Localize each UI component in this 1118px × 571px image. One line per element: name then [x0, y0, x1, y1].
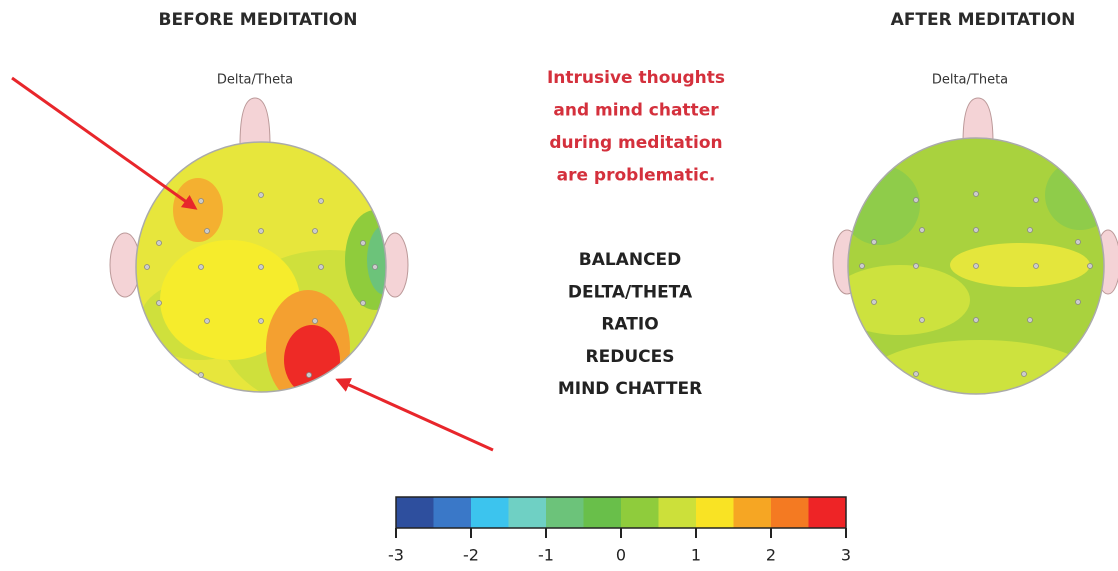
colorbar-segment	[433, 497, 472, 528]
electrode	[913, 263, 919, 269]
electrode	[156, 240, 162, 246]
tick-label: -1	[538, 546, 554, 565]
tick-label: 3	[841, 546, 851, 565]
electrode	[258, 228, 264, 234]
electrode	[1033, 263, 1039, 269]
electrode	[204, 318, 210, 324]
message-line: MIND CHATTER	[558, 379, 702, 399]
electrode	[204, 228, 210, 234]
electrode	[360, 300, 366, 306]
message-line: DELTA/THETA	[568, 282, 693, 302]
colorbar-segment	[696, 497, 734, 528]
electrode	[919, 317, 925, 323]
colorbar-segment	[771, 497, 809, 528]
colorbar-segment	[658, 497, 697, 528]
electrode	[198, 264, 204, 270]
colorbar-segment	[583, 497, 622, 528]
electrode	[913, 371, 919, 377]
message: BALANCED DELTA/THETA RATIO REDUCES MIND CHAT…	[558, 250, 702, 399]
note-line: and mind chatter	[553, 101, 719, 121]
electrode	[318, 198, 324, 204]
electrode	[198, 372, 204, 378]
electrode	[973, 227, 979, 233]
right-head	[832, 97, 1118, 395]
electrode	[973, 263, 979, 269]
electrode	[913, 197, 919, 203]
electrode	[306, 372, 312, 378]
electrode	[1075, 239, 1081, 245]
note-line: are problematic.	[557, 166, 716, 186]
message-line: RATIO	[601, 315, 658, 335]
colorbar-segment	[546, 497, 584, 528]
colorbar-segment	[733, 497, 772, 528]
tick-label: 2	[766, 546, 776, 565]
left-title: BEFORE MEDITATION	[159, 10, 358, 30]
electrode	[312, 318, 318, 324]
note-line: during meditation	[549, 133, 722, 153]
electrode	[318, 264, 324, 270]
electrode	[258, 192, 264, 198]
electrode	[1075, 299, 1081, 305]
left-label: Delta/Theta	[217, 73, 293, 88]
colorbar-segment	[621, 497, 659, 528]
colorbar: -3 -2 -1 0 1 2 3	[388, 496, 851, 565]
electrode	[973, 317, 979, 323]
electrode	[859, 263, 865, 269]
electrode	[258, 318, 264, 324]
electrode	[1021, 371, 1027, 377]
colorbar-segment	[508, 497, 547, 528]
electrode	[973, 191, 979, 197]
electrode	[198, 198, 204, 204]
electrode	[1033, 197, 1039, 203]
colorbar-segment	[396, 497, 434, 528]
electrode	[372, 264, 378, 270]
electrode	[360, 240, 366, 246]
tick-label: -3	[388, 546, 404, 565]
electrode	[156, 300, 162, 306]
note: Intrusive thoughts and mind chatter during…	[547, 68, 725, 186]
electrodes	[144, 191, 1093, 378]
tick-label: 0	[616, 546, 626, 565]
arrow	[11, 76, 198, 210]
right-label: Delta/Theta	[932, 73, 1008, 88]
message-line: BALANCED	[579, 250, 682, 270]
tick-label: 1	[691, 546, 701, 565]
message-line: REDUCES	[586, 347, 675, 367]
electrode	[871, 299, 877, 305]
electrode	[1027, 317, 1033, 323]
right-title: AFTER MEDITATION	[891, 10, 1076, 30]
electrode	[919, 227, 925, 233]
electrode	[1087, 263, 1093, 269]
colorbar-segment	[471, 497, 509, 528]
electrode	[144, 264, 150, 270]
note-line: Intrusive thoughts	[547, 68, 725, 88]
tick-label: -2	[463, 546, 479, 565]
colorbar-segment	[808, 497, 847, 528]
left-head	[109, 97, 409, 393]
electrode	[1027, 227, 1033, 233]
arrow	[335, 378, 494, 452]
electrode	[312, 228, 318, 234]
electrode	[871, 239, 877, 245]
electrode	[258, 264, 264, 270]
